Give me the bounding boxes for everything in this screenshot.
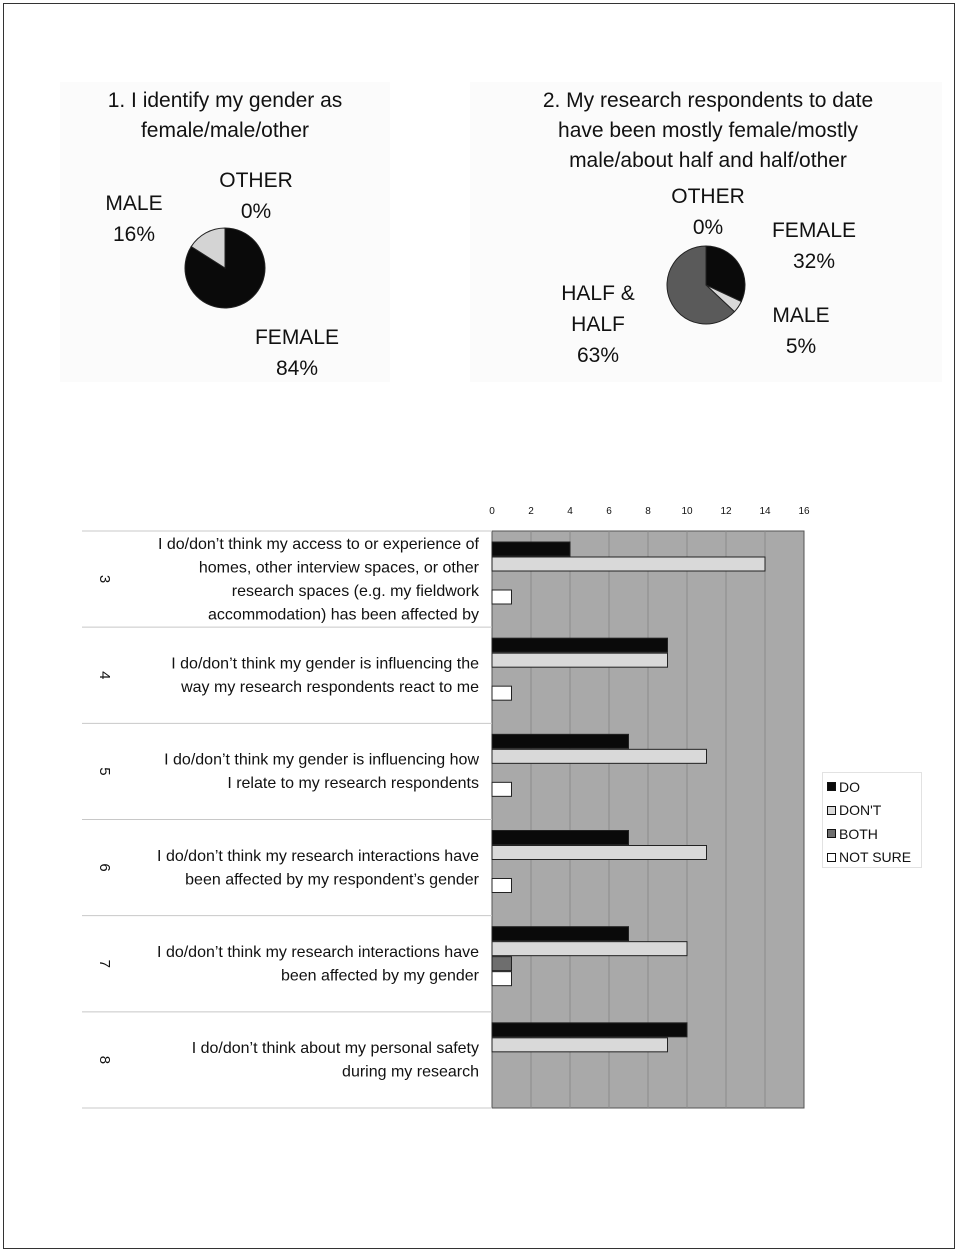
legend-label: BOTH — [839, 825, 878, 842]
bar-do — [491, 733, 629, 749]
pie2-label-half-name-line: HALF & — [561, 282, 635, 305]
category-label-line: way my research respondents react to me — [180, 679, 479, 696]
category-label-line: I relate to my research respondents — [227, 775, 479, 792]
category-number: 3 — [96, 575, 113, 583]
category-label-line: been affected by my gender — [281, 968, 480, 985]
category-number: 7 — [96, 960, 113, 968]
bar-do — [491, 637, 668, 653]
category-label-line: I do/don’t think my access to or experie… — [158, 536, 480, 553]
pie2-title: 2. My research respondents to date have … — [470, 86, 946, 176]
pie1-label-female: FEMALE 84% — [237, 322, 357, 384]
legend-swatch — [827, 829, 836, 839]
legend-item: BOTH — [827, 822, 921, 846]
category-number: 5 — [96, 767, 113, 775]
pie2-title-line: have been mostly female/mostly — [558, 119, 858, 142]
pie2-label-male-value: 5% — [785, 335, 817, 358]
bar-not-sure — [491, 781, 512, 797]
pie1-label-male: MALE 16% — [94, 188, 174, 250]
category-label-line: homes, other interview spaces, or other — [199, 559, 480, 576]
pie2-label-half-name-line: HALF — [571, 313, 625, 336]
pie1-title-line: 1. I identify my gender as — [107, 89, 343, 112]
legend-swatch — [827, 805, 836, 815]
page-frame — [3, 3, 955, 1249]
bar-don-t — [491, 556, 766, 572]
bar-do — [491, 830, 629, 845]
pie2-label-female-value: 32% — [792, 250, 836, 273]
legend-label: DO — [839, 778, 860, 795]
category-label-line: during my research — [342, 1064, 479, 1081]
pie2-slice-half-half — [666, 245, 736, 325]
legend-swatch — [827, 852, 836, 862]
x-tick-label: 6 — [606, 506, 612, 517]
pie1-title-line: female/male/other — [140, 119, 310, 142]
category-label-line: been affected by my respondent’s gender — [185, 871, 480, 888]
bar-both — [491, 956, 512, 972]
bar-do — [491, 1022, 688, 1038]
pie2-label-half-value: 63% — [576, 344, 620, 367]
bar-not-sure — [491, 878, 512, 893]
pie1-label-male-name: MALE — [105, 192, 163, 215]
pie2-label-other-name: OTHER — [671, 185, 745, 208]
pie1-slice-male — [190, 227, 226, 269]
x-tick-label: 16 — [798, 506, 810, 517]
pie2-label-male-name: MALE — [772, 304, 830, 327]
legend-label: NOT SURE — [839, 849, 912, 866]
category-label-line: I do/don’t think my gender is influencin… — [171, 656, 479, 673]
bar-don-t — [491, 748, 707, 764]
bar-not-sure — [491, 589, 512, 605]
category-number: 8 — [96, 1056, 113, 1064]
bar-don-t — [491, 652, 668, 668]
pie1-label-female-value: 84% — [275, 357, 319, 380]
pie1-label-male-value: 16% — [112, 223, 156, 246]
pie2-label-other: OTHER 0% — [660, 181, 756, 243]
pie2-label-female-name: FEMALE — [771, 219, 857, 242]
pie2-title-line: male/about half and half/other — [569, 149, 847, 172]
x-tick-label: 10 — [681, 506, 693, 517]
category-label-line: research spaces (e.g. my fieldwork — [232, 583, 480, 600]
pie2-label-female: FEMALE 32% — [760, 215, 868, 277]
pie1-chart — [184, 227, 266, 309]
x-tick-label: 8 — [645, 506, 651, 517]
pie1-label-other-value: 0% — [240, 200, 272, 223]
pie2-chart — [666, 245, 746, 325]
category-number: 4 — [96, 671, 113, 679]
bar-not-sure — [491, 685, 512, 701]
pie2-background — [470, 82, 942, 382]
bar-do — [491, 926, 629, 942]
category-label-line: accommodation) has been affected by — [208, 606, 479, 623]
legend-item: DON'T — [827, 799, 921, 823]
bar-do — [491, 541, 571, 557]
category-number: 6 — [96, 863, 113, 871]
pie1-label-other-name: OTHER — [219, 169, 293, 192]
bar-legend: DO DON'T BOTH NOT SURE — [822, 772, 922, 868]
x-tick-label: 0 — [489, 506, 495, 517]
x-tick-label: 4 — [567, 506, 573, 517]
category-label-line: I do/don’t think my research interaction… — [157, 944, 479, 961]
legend-item: DO — [827, 775, 921, 799]
legend-swatch — [827, 782, 836, 792]
x-tick-label: 2 — [528, 506, 534, 517]
bar-not-sure — [491, 971, 512, 987]
bar-don-t — [491, 941, 688, 957]
pie1-label-other: OTHER 0% — [208, 165, 304, 227]
pie1-label-female-name: FEMALE — [254, 326, 340, 349]
pie2-label-other-value: 0% — [692, 216, 724, 239]
category-label-line: I do/don’t think about my personal safet… — [192, 1040, 479, 1057]
category-label-line: I do/don’t think my gender is influencin… — [164, 752, 479, 769]
pie2-label-half: HALF & HALF 63% — [548, 278, 648, 371]
bar-don-t — [491, 845, 707, 860]
bar-don-t — [491, 1037, 668, 1053]
pie2-slice-female — [705, 245, 746, 303]
category-label-line: I do/don’t think my research interaction… — [157, 848, 479, 865]
legend-label: DON'T — [839, 802, 882, 819]
x-tick-label: 14 — [759, 506, 771, 517]
pie2-label-male: MALE 5% — [760, 300, 842, 362]
pie1-title: 1. I identify my gender as female/male/o… — [60, 86, 390, 146]
pie2-title-line: 2. My research respondents to date — [542, 89, 874, 112]
x-tick-label: 12 — [720, 506, 732, 517]
legend-item: NOT SURE — [827, 846, 921, 870]
